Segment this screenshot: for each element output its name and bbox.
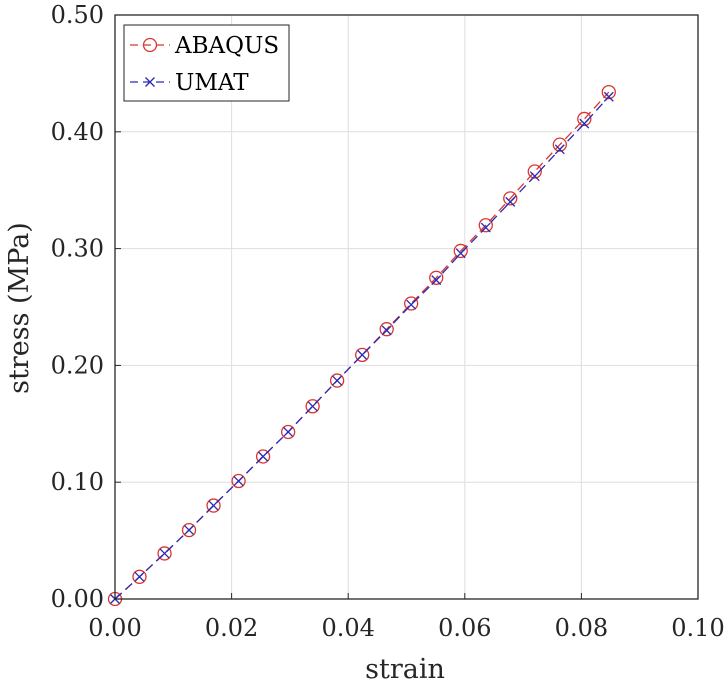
legend-label-abaqus: ABAQUS xyxy=(174,33,279,59)
y-tick-label: 0.40 xyxy=(51,118,104,146)
umat-point xyxy=(554,144,565,155)
umat-point xyxy=(208,500,219,511)
abaqus-point xyxy=(379,322,394,337)
umat-point xyxy=(579,118,590,129)
y-tick-label: 0.50 xyxy=(51,1,104,29)
umat-point xyxy=(283,427,294,437)
abaqus-point xyxy=(429,270,444,285)
abaqus-point xyxy=(281,424,296,440)
x-tick-label: 0.10 xyxy=(671,614,724,642)
umat-point xyxy=(134,571,145,582)
x-tick-label: 0.02 xyxy=(205,614,258,642)
y-tick-label: 0.00 xyxy=(51,585,104,613)
umat-point xyxy=(307,401,318,412)
abaqus-point xyxy=(577,111,592,127)
series-abaqus xyxy=(107,84,616,607)
x-tick-label: 0.00 xyxy=(88,614,141,642)
umat-point xyxy=(184,525,195,536)
umat-point xyxy=(233,476,244,486)
x-tick-label: 0.06 xyxy=(438,614,491,642)
x-tick-label: 0.08 xyxy=(555,614,608,642)
grid xyxy=(114,14,699,600)
abaqus-point xyxy=(231,473,246,489)
x-axis-title: strain xyxy=(365,654,445,685)
umat-point xyxy=(332,375,343,386)
umat-point xyxy=(381,325,392,336)
abaqus-point xyxy=(157,546,172,561)
abaqus-point xyxy=(355,347,370,363)
umat-point xyxy=(357,349,368,360)
plot-frame xyxy=(114,14,699,600)
abaqus-point xyxy=(527,164,542,179)
umat-point xyxy=(603,91,614,102)
umat-point xyxy=(406,299,417,310)
umat-point xyxy=(505,196,516,207)
abaqus-point xyxy=(329,373,345,388)
legend-marker-abaqus xyxy=(142,37,158,53)
umat-point xyxy=(159,548,170,559)
abaqus-point xyxy=(552,137,567,152)
y-tick-label: 0.20 xyxy=(51,351,104,379)
umat-point xyxy=(455,248,466,259)
umat-line xyxy=(114,96,610,600)
x-tick-label: 0.04 xyxy=(321,614,374,642)
legend-marker-umat xyxy=(145,77,155,87)
umat-point xyxy=(258,451,269,462)
umat-point xyxy=(529,171,540,182)
abaqus-point xyxy=(132,569,147,584)
abaqus-point xyxy=(404,296,419,311)
abaqus-point xyxy=(503,191,518,206)
y-tick-label: 0.10 xyxy=(51,468,104,496)
abaqus-point xyxy=(478,218,493,233)
legend-label-umat: UMAT xyxy=(175,70,249,96)
umat-point xyxy=(480,222,491,233)
legend-box xyxy=(123,24,290,102)
abaqus-point xyxy=(181,522,197,538)
abaqus-point xyxy=(206,498,221,513)
abaqus-point xyxy=(453,243,468,259)
y-tick-label: 0.30 xyxy=(51,235,104,263)
abaqus-point xyxy=(601,84,616,100)
series-layer xyxy=(107,84,616,607)
y-axis-ticks: 0.00 0.10 0.20 0.30 0.40 0.50 xyxy=(51,1,121,613)
x-axis-ticks: 0.00 0.02 0.04 0.06 0.08 0.10 xyxy=(88,593,725,642)
y-axis-title: stress (MPa) xyxy=(4,222,35,394)
abaqus-point xyxy=(305,399,320,414)
legend: ABAQUS UMAT xyxy=(123,24,290,102)
abaqus-point xyxy=(255,449,271,464)
umat-point xyxy=(431,275,442,286)
